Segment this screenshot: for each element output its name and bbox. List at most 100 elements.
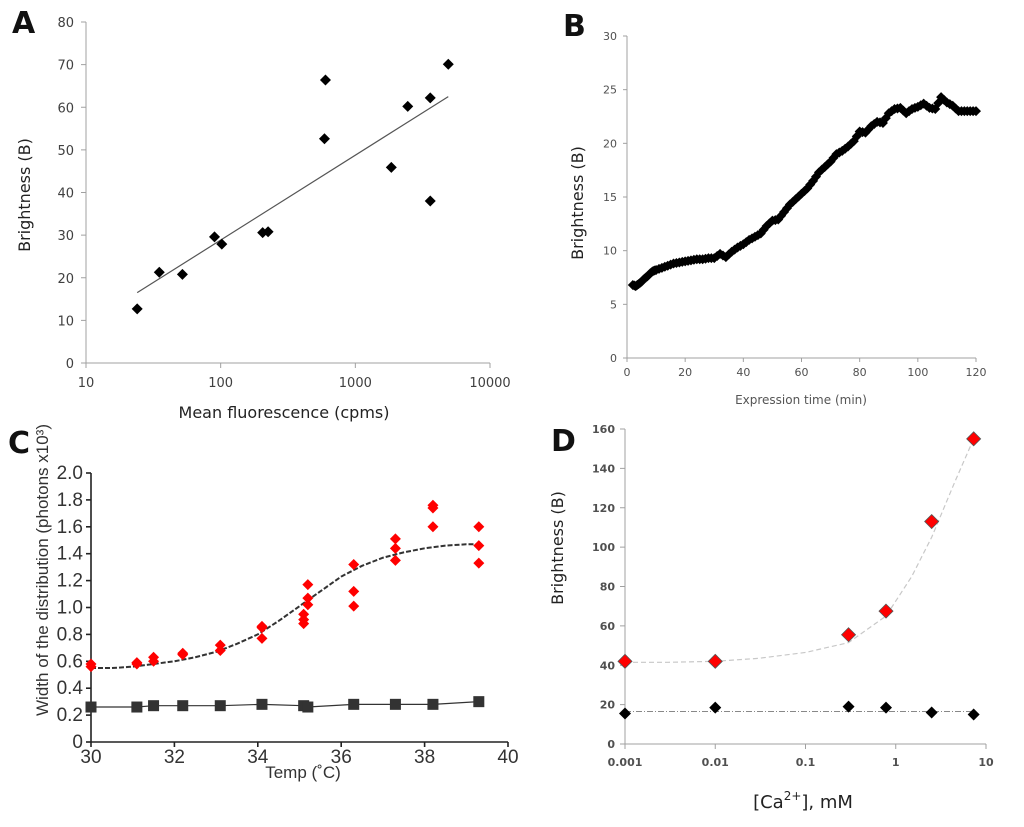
panel-d-xlabel: [Ca2+], mM bbox=[753, 789, 853, 813]
panel-c-x-tick-label: 36 bbox=[331, 747, 352, 768]
panel-d-x-tick-label: 1 bbox=[892, 756, 900, 769]
panel-b-data-point bbox=[971, 106, 981, 117]
panel-d-black-point bbox=[842, 700, 855, 713]
panel-c-red-point bbox=[427, 521, 439, 533]
panel-d-x-tick-label: 10 bbox=[978, 756, 994, 769]
panel-c-y-tick-label: 0 bbox=[72, 732, 83, 753]
panel-c-y-tick-label: 1.0 bbox=[57, 598, 83, 619]
panel-c-y-tick-label: 1.2 bbox=[57, 571, 83, 592]
panel-a-y-tick-label: 80 bbox=[57, 16, 74, 31]
panel-b-y-tick-label: 25 bbox=[603, 84, 617, 97]
panel-a-y-tick-label: 10 bbox=[57, 314, 74, 329]
panel-c-red-point bbox=[214, 639, 226, 651]
panel-c-square-point bbox=[348, 698, 360, 710]
panel-d-black-point bbox=[925, 706, 938, 719]
panel-d-y-tick-label: 160 bbox=[592, 423, 615, 436]
panel-c-square-point bbox=[473, 696, 485, 708]
panel-a-data-point bbox=[131, 303, 143, 315]
panel-a-data-point bbox=[319, 74, 331, 86]
panel-d-y-tick-label: 100 bbox=[592, 541, 615, 554]
panel-c-red-point bbox=[302, 592, 314, 604]
panel-b-y-tick-label: 20 bbox=[603, 137, 617, 150]
panel-c-red-point bbox=[131, 657, 143, 669]
panel-d-black-point bbox=[619, 707, 631, 720]
panel-c-red-point bbox=[473, 540, 485, 552]
panel-a-trendline bbox=[136, 96, 449, 294]
panel-c-red-point bbox=[85, 658, 97, 670]
panel-c-y-tick-label: 0.8 bbox=[57, 624, 83, 645]
panel-b-marks bbox=[627, 92, 981, 292]
panel-b-x-tick-label: 40 bbox=[736, 366, 750, 379]
panel-c-square-point bbox=[302, 701, 314, 713]
panel-c-y-tick-label: 1.6 bbox=[57, 517, 83, 538]
panel-a-data-point bbox=[402, 100, 414, 112]
panel-c-y-tick-label: 0.2 bbox=[57, 705, 83, 726]
panel-c-x-tick-label: 40 bbox=[497, 747, 518, 768]
panel-c-square-point bbox=[427, 698, 439, 710]
panel-a-data-point bbox=[385, 161, 397, 173]
panel-b-axes: 0 20 40 60 80 100 120 0 5 10 15 20 25 30 bbox=[603, 30, 987, 379]
panel-b-y-tick-label: 5 bbox=[610, 298, 617, 311]
panel-d-red-point bbox=[617, 653, 633, 669]
panel-b-x-tick-label: 120 bbox=[966, 366, 987, 379]
panel-d-y-tick-label: 140 bbox=[592, 462, 615, 475]
panel-a-y-tick-label: 40 bbox=[57, 187, 74, 202]
panel-c-y-tick-label: 0.6 bbox=[57, 651, 83, 672]
panel-b-x-tick-label: 100 bbox=[907, 366, 928, 379]
panel-b-x-tick-label: 60 bbox=[795, 366, 809, 379]
panel-c-red-point bbox=[389, 533, 401, 545]
panel-d-y-tick-label: 0 bbox=[607, 738, 615, 751]
panel-d-red-fit-line bbox=[625, 438, 975, 663]
panel-c-square-point bbox=[214, 700, 226, 712]
panel-c-marks bbox=[85, 499, 485, 713]
panel-d-y-tick-label: 60 bbox=[600, 620, 616, 633]
panel-b-x-tick-label: 20 bbox=[678, 366, 692, 379]
panel-c-red-point bbox=[389, 554, 401, 566]
panel-a: A 10 100 1000 10000 0 10 20 30 40 50 60 70 80 Mean f… bbox=[12, 6, 511, 422]
panel-b-ylabel: Brightness (B) bbox=[568, 146, 587, 260]
panel-d-red-point bbox=[966, 431, 982, 447]
panel-c-red-point bbox=[348, 558, 360, 570]
panel-a-x-tick-label: 1000 bbox=[339, 376, 372, 391]
panel-label-d: D bbox=[551, 424, 576, 459]
panel-b-x-tick-label: 80 bbox=[853, 366, 867, 379]
panel-c-y-tick-label: 0.4 bbox=[57, 678, 84, 699]
panel-a-y-tick-label: 0 bbox=[66, 357, 74, 372]
panel-b-x-tick-label: 0 bbox=[624, 366, 631, 379]
panel-d-red-point bbox=[840, 627, 857, 643]
panel-c-y-tick-label: 2.0 bbox=[57, 463, 83, 484]
panel-a-data-point bbox=[424, 195, 436, 207]
panel-a-x-tick-label: 10000 bbox=[469, 376, 510, 391]
panel-c-square-point bbox=[148, 700, 160, 712]
panel-d-y-tick-label: 20 bbox=[600, 699, 616, 712]
panel-c-square-point bbox=[389, 698, 401, 710]
panel-label-a: A bbox=[12, 6, 36, 41]
panel-c-square-point bbox=[131, 701, 143, 713]
panel-c-x-tick-label: 30 bbox=[80, 747, 101, 768]
panel-c-ylabel: Width of the distribution (photons x10³) bbox=[33, 424, 52, 716]
panel-a-data-point bbox=[262, 226, 274, 238]
panel-d-x-tick-label: 0.01 bbox=[702, 756, 729, 769]
panel-b: B 0 20 40 60 80 100 120 0 5 10 15 20 25 30 Expression… bbox=[563, 9, 987, 407]
panel-c-square-point bbox=[256, 698, 268, 710]
panel-c-x-tick-label: 34 bbox=[247, 747, 269, 768]
panel-a-ylabel: Brightness (B) bbox=[15, 138, 34, 252]
panel-d-red-point bbox=[924, 513, 940, 530]
panel-a-data-point bbox=[176, 268, 188, 280]
panel-b-data-point bbox=[863, 124, 874, 135]
panel-d-black-point bbox=[709, 701, 722, 714]
panel-b-y-tick-label: 10 bbox=[603, 245, 617, 258]
panel-c-red-point bbox=[302, 579, 314, 591]
panel-c-red-point bbox=[177, 647, 189, 659]
panel-b-y-tick-label: 15 bbox=[603, 191, 617, 204]
panel-c-y-tick-label: 1.4 bbox=[57, 544, 84, 565]
panel-c-red-point bbox=[302, 599, 314, 611]
panel-a-axes: 10 100 1000 10000 0 10 20 30 40 50 60 70 80 bbox=[57, 16, 510, 391]
panel-c-axes: 30 32 34 36 38 40 0 0.2 0.4 0.6 0.8 1.0 1.2 1.4 1.6 1.8… bbox=[57, 463, 519, 768]
panel-a-data-point bbox=[318, 133, 330, 145]
panel-d-black-point bbox=[880, 701, 893, 714]
panel-c-x-tick-label: 32 bbox=[164, 747, 185, 768]
panel-c-red-point bbox=[348, 585, 360, 597]
